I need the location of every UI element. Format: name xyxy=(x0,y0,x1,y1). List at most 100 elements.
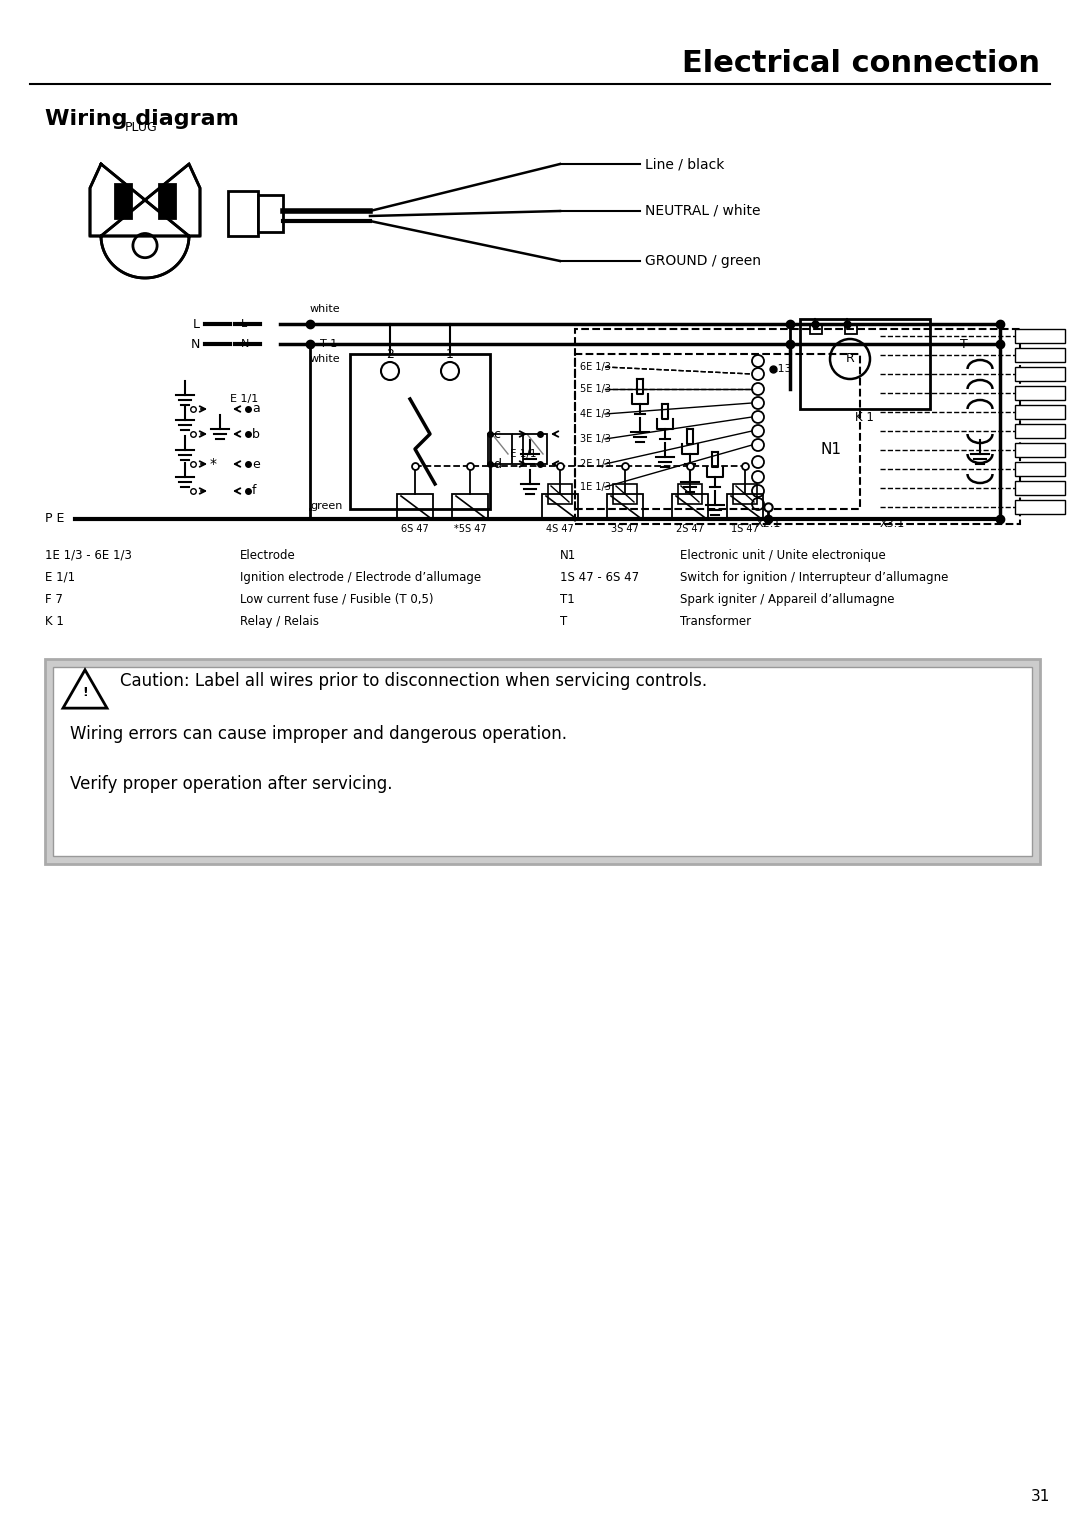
Bar xyxy=(1015,367,1065,381)
Polygon shape xyxy=(63,670,107,708)
Text: b: b xyxy=(252,428,260,440)
Text: PLUG: PLUG xyxy=(125,121,158,135)
Text: 5E 1/3: 5E 1/3 xyxy=(580,384,611,394)
Bar xyxy=(672,494,708,518)
Text: E 1/1: E 1/1 xyxy=(510,450,537,459)
Text: Ignition electrode / Electrode d’allumage: Ignition electrode / Electrode d’allumag… xyxy=(240,570,481,584)
Text: GROUND / green: GROUND / green xyxy=(645,254,761,268)
Text: T 1: T 1 xyxy=(320,339,337,349)
Bar xyxy=(607,494,643,518)
Text: Spark igniter / Appareil d’allumagne: Spark igniter / Appareil d’allumagne xyxy=(680,593,894,605)
Text: 3S 47: 3S 47 xyxy=(611,524,639,534)
Bar xyxy=(116,185,131,219)
Text: d: d xyxy=(492,457,501,471)
Text: L: L xyxy=(193,318,200,330)
Text: Wiring errors can cause improper and dangerous operation.: Wiring errors can cause improper and dan… xyxy=(70,725,567,743)
Text: !: ! xyxy=(82,687,87,699)
Text: 1E 1/3: 1E 1/3 xyxy=(580,482,611,492)
Bar xyxy=(160,185,175,219)
Text: X2.1: X2.1 xyxy=(755,518,781,529)
Bar xyxy=(350,355,490,509)
Bar xyxy=(523,434,546,463)
Text: Electrical connection: Electrical connection xyxy=(681,49,1040,78)
Bar xyxy=(1015,443,1065,457)
Text: K 1: K 1 xyxy=(855,411,874,424)
Bar xyxy=(542,494,578,518)
Text: Low current fuse / Fusible (T 0,5): Low current fuse / Fusible (T 0,5) xyxy=(240,593,433,605)
Text: N1: N1 xyxy=(561,549,577,563)
Text: c: c xyxy=(492,428,500,440)
Text: Electronic unit / Unite electronique: Electronic unit / Unite electronique xyxy=(680,549,886,563)
Bar xyxy=(1015,329,1065,342)
Text: Caution: Label all wires prior to disconnection when servicing controls.: Caution: Label all wires prior to discon… xyxy=(120,673,707,690)
Bar xyxy=(1015,482,1065,495)
Bar xyxy=(575,329,1020,524)
Text: N: N xyxy=(191,338,200,350)
Text: -L-: -L- xyxy=(237,320,251,329)
Text: -N-: -N- xyxy=(237,339,254,349)
Bar xyxy=(488,434,512,463)
Text: 1: 1 xyxy=(446,349,454,361)
Text: Verify proper operation after servicing.: Verify proper operation after servicing. xyxy=(70,775,392,794)
Bar xyxy=(45,659,1040,864)
Text: F 7: F 7 xyxy=(45,593,63,605)
Text: f: f xyxy=(252,485,257,497)
Text: N1: N1 xyxy=(820,442,841,457)
Bar xyxy=(575,355,860,509)
Text: NEUTRAL / white: NEUTRAL / white xyxy=(645,203,760,219)
Text: 4E 1/3: 4E 1/3 xyxy=(580,408,611,419)
Text: white: white xyxy=(310,304,340,313)
Text: Line / black: Line / black xyxy=(645,157,725,171)
Bar xyxy=(548,485,572,505)
Bar xyxy=(800,320,930,408)
Bar xyxy=(1015,462,1065,476)
Bar xyxy=(258,196,283,232)
Text: 31: 31 xyxy=(1030,1489,1050,1505)
Text: T: T xyxy=(960,338,968,350)
Text: Electrode: Electrode xyxy=(240,549,296,563)
Text: *: * xyxy=(210,457,216,471)
Text: 6E 1/3: 6E 1/3 xyxy=(580,362,611,372)
Text: K 1: K 1 xyxy=(45,615,64,628)
Text: green: green xyxy=(310,502,342,511)
Bar xyxy=(1015,349,1065,362)
Bar xyxy=(733,485,757,505)
Text: 2E 1/3: 2E 1/3 xyxy=(580,459,611,469)
Text: E 1/1: E 1/1 xyxy=(230,394,258,404)
Text: R: R xyxy=(846,353,854,365)
Text: 2: 2 xyxy=(386,349,394,361)
Text: white: white xyxy=(310,355,340,364)
Text: T1: T1 xyxy=(561,593,575,605)
Text: 1S 47 - 6S 47: 1S 47 - 6S 47 xyxy=(561,570,639,584)
Bar xyxy=(613,485,637,505)
Bar xyxy=(53,667,1032,856)
Text: 1S 47: 1S 47 xyxy=(731,524,759,534)
Bar xyxy=(1015,500,1065,514)
Text: e: e xyxy=(252,457,260,471)
Text: 1E 1/3 - 6E 1/3: 1E 1/3 - 6E 1/3 xyxy=(45,549,132,563)
Text: a: a xyxy=(252,402,260,416)
Bar xyxy=(397,494,433,518)
Text: Wiring diagram: Wiring diagram xyxy=(45,109,239,128)
Text: E 1/1: E 1/1 xyxy=(45,570,76,584)
Text: 6S 47: 6S 47 xyxy=(401,524,429,534)
Bar xyxy=(810,324,822,333)
Text: Relay / Relais: Relay / Relais xyxy=(240,615,319,628)
Text: 4S 47: 4S 47 xyxy=(546,524,573,534)
Bar xyxy=(1015,405,1065,419)
Bar xyxy=(228,191,258,235)
Text: P E: P E xyxy=(45,512,65,526)
Text: T: T xyxy=(561,615,567,628)
Text: Switch for ignition / Interrupteur d’allumagne: Switch for ignition / Interrupteur d’all… xyxy=(680,570,948,584)
Text: *5S 47: *5S 47 xyxy=(454,524,486,534)
Text: .13: .13 xyxy=(775,364,793,375)
Text: Transformer: Transformer xyxy=(680,615,751,628)
Text: 2S 47: 2S 47 xyxy=(676,524,704,534)
Polygon shape xyxy=(90,164,200,278)
Bar xyxy=(678,485,702,505)
Bar xyxy=(1015,385,1065,401)
Bar xyxy=(727,494,762,518)
Bar xyxy=(1015,424,1065,437)
Text: X3.1: X3.1 xyxy=(880,518,905,529)
Bar xyxy=(845,324,858,333)
